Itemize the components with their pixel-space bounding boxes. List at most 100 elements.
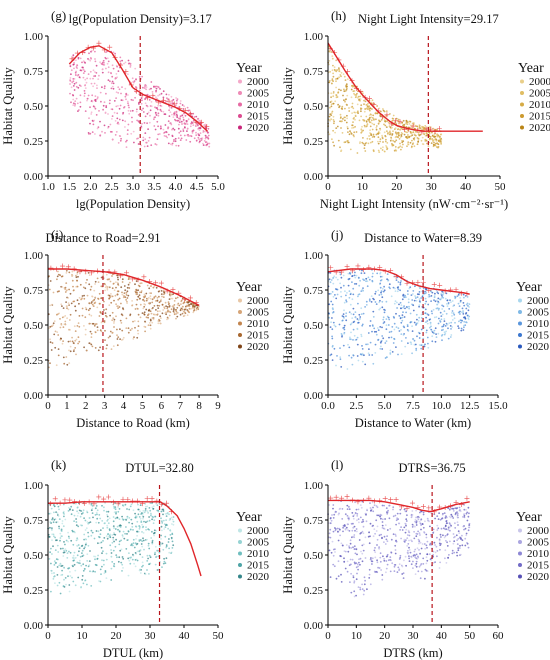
scatter-point [118, 518, 121, 520]
scatter-point [136, 534, 139, 537]
scatter-point [408, 549, 411, 551]
scatter-point [362, 518, 364, 521]
scatter-point [118, 107, 121, 110]
scatter-point [348, 506, 350, 508]
scatter-point [363, 144, 366, 147]
scatter-point [339, 347, 341, 349]
scatter-point [415, 131, 417, 133]
scatter-point [129, 313, 132, 316]
scatter-point [95, 64, 98, 67]
scatter-point [343, 99, 345, 102]
scatter-point [98, 74, 100, 77]
scatter-point [82, 60, 85, 62]
scatter-point [186, 128, 189, 131]
scatter-point [331, 69, 334, 72]
scatter-point [404, 130, 407, 133]
scatter-point [53, 518, 56, 521]
scatter-point [155, 90, 157, 93]
scatter-point [395, 523, 397, 526]
scatter-point [353, 595, 356, 598]
scatter-point [106, 524, 109, 527]
scatter-point [384, 124, 387, 127]
scatter-point [78, 547, 81, 550]
scatter-point [95, 521, 98, 524]
scatter-point [107, 60, 110, 63]
scatter-point [89, 132, 92, 135]
scatter-point [153, 85, 155, 88]
scatter-point [94, 296, 97, 299]
scatter-point [176, 296, 179, 299]
scatter-point [332, 102, 335, 105]
scatter-point [468, 303, 471, 305]
scatter-point [62, 555, 65, 557]
scatter-point [96, 326, 99, 328]
scatter-point [463, 320, 466, 323]
scatter-point [376, 506, 379, 509]
scatter-point [342, 94, 344, 97]
scatter-point [363, 589, 366, 592]
scatter-point [172, 140, 175, 143]
scatter-point [349, 581, 351, 583]
scatter-point [110, 579, 113, 581]
scatter-point [417, 138, 420, 141]
scatter-point [135, 110, 138, 113]
scatter-point [377, 149, 380, 152]
scatter-point [424, 547, 427, 550]
scatter-point [368, 116, 371, 119]
scatter-point [84, 62, 86, 64]
envelope-cross [107, 44, 113, 50]
scatter-point [157, 104, 160, 107]
scatter-point [434, 327, 437, 330]
legend-item-label: 2010 [247, 548, 270, 560]
scatter-point [199, 119, 201, 122]
scatter-point [358, 561, 360, 564]
scatter-point [104, 570, 107, 572]
scatter-point [53, 511, 55, 514]
scatter-point [357, 586, 360, 588]
scatter-point [418, 540, 421, 542]
scatter-point [118, 135, 121, 137]
scatter-point [439, 561, 441, 564]
scatter-point [434, 300, 437, 303]
scatter-point [381, 335, 384, 337]
scatter-point [427, 346, 430, 349]
scatter-point [141, 561, 144, 564]
scatter-point [413, 339, 416, 342]
scatter-point [72, 554, 75, 557]
scatter-point [443, 536, 446, 539]
scatter-point [450, 301, 452, 303]
scatter-point [412, 524, 415, 527]
scatter-point [343, 317, 345, 319]
scatter-point [116, 344, 119, 347]
scatter-point [204, 134, 207, 137]
scatter-point [425, 536, 428, 539]
scatter-point [104, 339, 106, 341]
scatter-point [90, 534, 93, 537]
scatter-point [424, 577, 426, 580]
scatter-point [127, 94, 129, 96]
scatter-point [108, 286, 111, 289]
scatter-point [342, 526, 344, 529]
scatter-point [375, 530, 378, 532]
scatter-point [348, 508, 351, 511]
scatter-point [343, 309, 345, 312]
y-axis-title: Habitat Quality [1, 286, 15, 364]
scatter-point [385, 300, 388, 303]
scatter-point [407, 552, 409, 555]
scatter-point [447, 337, 450, 340]
scatter-point [459, 299, 462, 302]
scatter-point [350, 331, 352, 334]
scatter-point [86, 553, 89, 556]
scatter-point [173, 304, 176, 306]
scatter-point [415, 313, 418, 316]
x-tick-label: 0.0 [321, 400, 335, 412]
scatter-point [202, 131, 205, 134]
scatter-point [411, 325, 413, 328]
scatter-point [185, 120, 188, 123]
scatter-point [74, 556, 77, 559]
legend-item-label: 2010 [529, 99, 550, 111]
scatter-point [126, 297, 129, 299]
scatter-point [79, 555, 82, 558]
scatter-point [395, 519, 398, 522]
scatter-point [462, 525, 465, 528]
